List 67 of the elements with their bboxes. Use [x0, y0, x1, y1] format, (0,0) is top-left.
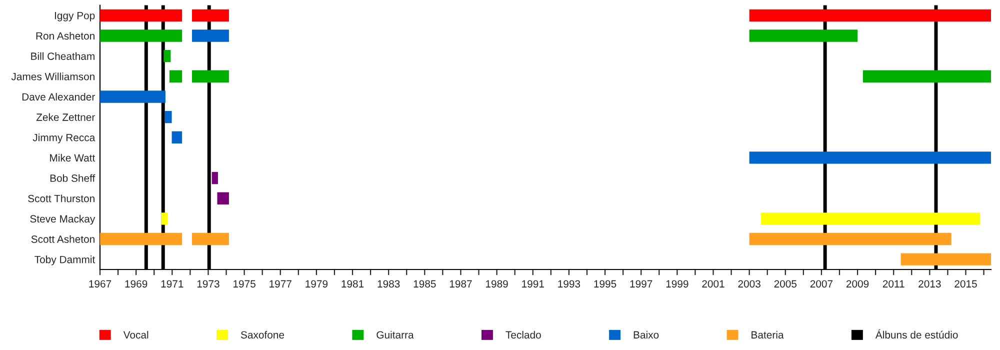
y-tick-label: Bill Cheatham — [31, 52, 94, 60]
y-tick-label: Mike Watt — [50, 154, 96, 162]
x-tick-label: 1981 — [342, 280, 364, 288]
bar — [749, 30, 858, 42]
y-tick-label: Ron Asheton — [36, 32, 94, 40]
x-tick-label: 1987 — [450, 280, 472, 288]
bar — [749, 152, 991, 164]
x-tick-label: 1983 — [378, 280, 400, 288]
bar — [217, 192, 229, 204]
y-tick-label: Dave Alexander — [22, 92, 95, 101]
y-tick-label: James Williamson — [11, 72, 94, 80]
bar — [192, 9, 229, 22]
x-tick-label: 1985 — [414, 280, 436, 288]
x-tick-label: 1969 — [125, 280, 148, 288]
x-tick-label: 2003 — [738, 280, 760, 288]
bar — [161, 212, 168, 225]
bar — [164, 110, 172, 124]
x-tick-label: 1993 — [558, 280, 580, 288]
x-tick-label: 1989 — [486, 280, 508, 288]
x-tick-label: 2013 — [918, 280, 941, 288]
bar — [192, 30, 229, 42]
bar — [212, 172, 218, 184]
x-tick-label: 2005 — [774, 280, 797, 288]
y-tick-label: Steve Mackay — [30, 214, 96, 225]
x-tick-label: 2015 — [954, 280, 977, 288]
bar — [900, 253, 991, 266]
bar — [172, 131, 182, 144]
bar — [761, 212, 980, 225]
legend-label: Guitarra — [376, 330, 414, 339]
legend-label: Bateria — [752, 330, 784, 339]
bar — [100, 90, 166, 103]
bar — [100, 30, 182, 42]
x-tick-label: 1997 — [630, 280, 652, 288]
x-tick-label: 2011 — [882, 280, 904, 288]
x-tick-label: 1973 — [197, 280, 220, 288]
bar — [192, 232, 229, 246]
x-tick-label: 1995 — [594, 280, 616, 288]
legend-label: Baixo — [634, 330, 659, 339]
y-tick-label: Jimmy Recca — [32, 134, 96, 144]
bar — [749, 232, 952, 246]
x-tick-label: 1977 — [270, 280, 292, 288]
x-tick-label: 1971 — [161, 280, 184, 288]
x-tick-label: 2009 — [846, 280, 869, 288]
bar — [164, 50, 171, 62]
y-tick-label: Scott Asheton — [31, 235, 94, 243]
y-tick-label: Toby Dammit — [34, 256, 96, 266]
legend-label: Saxofone — [240, 330, 284, 339]
bar — [192, 70, 229, 82]
y-tick-label: Iggy Pop — [54, 12, 95, 22]
bar — [749, 9, 991, 22]
y-tick-label: Zeke Zettner — [36, 113, 95, 121]
x-tick-label: 2007 — [810, 280, 833, 288]
x-tick-label: 1999 — [666, 280, 688, 288]
x-tick-label: 1967 — [89, 280, 112, 288]
bar — [169, 70, 182, 82]
y-tick-label: Scott Thurston — [28, 194, 94, 202]
legend-label: Teclado — [506, 330, 541, 339]
x-tick-label: 1975 — [234, 280, 256, 288]
legend-label: Vocal — [123, 330, 148, 339]
legend-label: Álbuns de estúdio — [875, 329, 958, 339]
x-tick-label: 1991 — [522, 280, 544, 288]
bar — [100, 9, 182, 22]
bar — [100, 232, 182, 246]
x-tick-label: 2001 — [702, 280, 724, 288]
y-tick-label: Bob Sheff — [50, 174, 96, 182]
bar — [862, 70, 991, 82]
x-tick-label: 1979 — [306, 280, 328, 288]
